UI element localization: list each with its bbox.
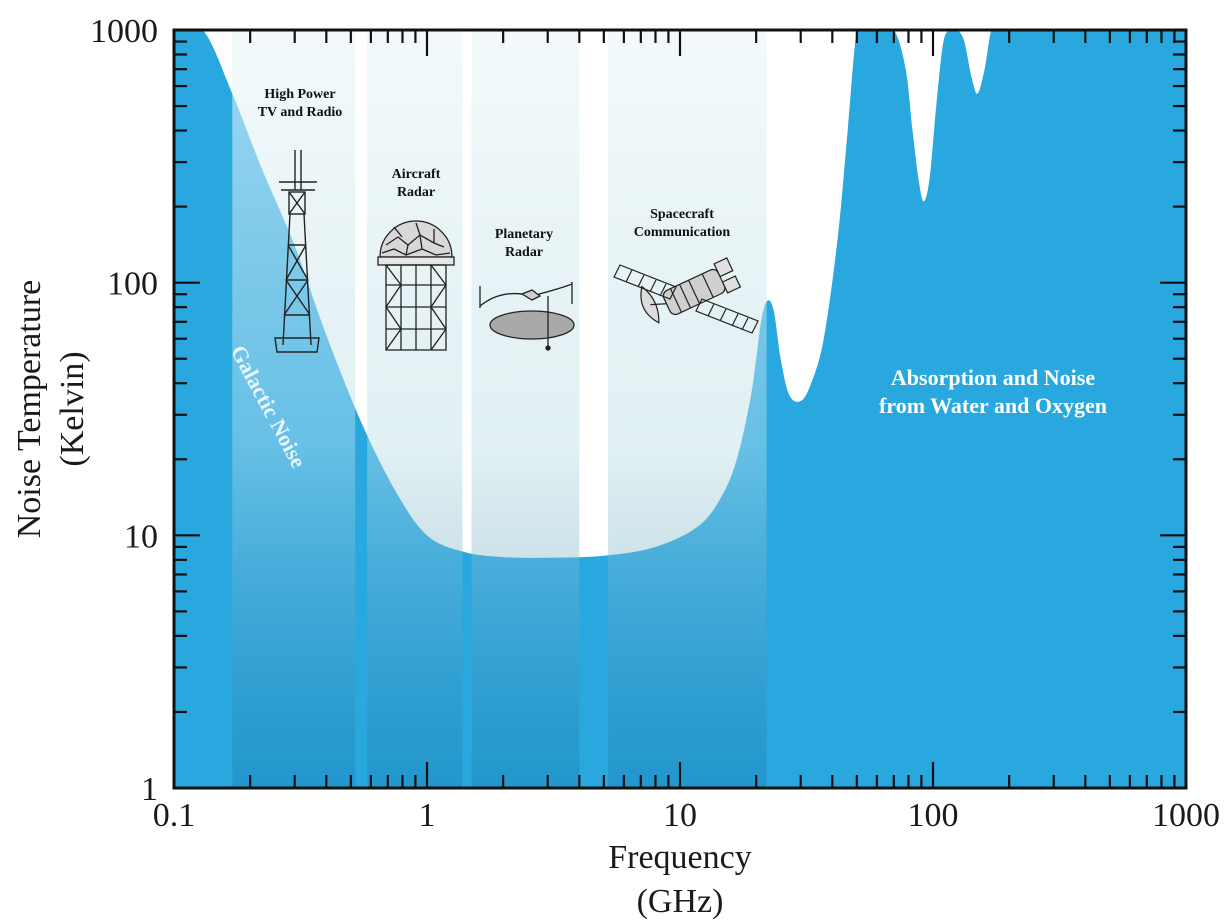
band-labels: High Power TV and Radio Aircraft Radar P… xyxy=(258,87,731,260)
band-label-tv-line2: TV and Radio xyxy=(258,105,343,120)
x-tick-label: 100 xyxy=(908,797,959,834)
radio-tower-icon xyxy=(274,150,320,353)
absorption-label-line1: Absorption and Noise xyxy=(891,365,1095,390)
y-tick-label: 1000 xyxy=(90,13,158,50)
band-0-overlay xyxy=(232,30,356,788)
band-label-spacecraft-line1: Spacecraft xyxy=(650,207,714,222)
band-label-tv-line1: High Power xyxy=(264,87,335,102)
y-axis-title-line2: (Kelvin) xyxy=(54,351,91,466)
axis-ticks xyxy=(174,28,1186,788)
x-tick-label: 1000 xyxy=(1152,797,1220,834)
y-tick-label: 1 xyxy=(141,771,158,808)
band-label-spacecraft-line2: Communication xyxy=(634,225,731,240)
planetary-radar-dish-icon xyxy=(479,282,575,351)
x-tick-label: 1 xyxy=(419,797,436,834)
band-label-planetary-line2: Radar xyxy=(505,245,543,260)
band-label-planetary-line1: Planetary xyxy=(495,227,553,242)
x-tick-label: 0.1 xyxy=(153,797,196,834)
y-tick-label: 10 xyxy=(124,518,158,555)
x-axis-title-line2: (GHz) xyxy=(637,883,724,920)
spacecraft-icon xyxy=(613,257,759,334)
y-tick-label: 100 xyxy=(107,266,158,303)
band-3-overlay xyxy=(608,30,767,788)
radar-dome-icon xyxy=(377,220,455,351)
band-label-aircraft-line1: Aircraft xyxy=(392,167,441,182)
y-axis-title-line1: Noise Temperature xyxy=(11,280,48,539)
x-tick-label: 10 xyxy=(663,797,697,834)
x-axis-title-line1: Frequency xyxy=(608,839,752,876)
band-1-overlay xyxy=(367,30,463,788)
absorption-label-line2: from Water and Oxygen xyxy=(879,393,1107,418)
plot-area xyxy=(174,30,1186,788)
band-2-overlay xyxy=(471,30,580,788)
band-label-aircraft-line2: Radar xyxy=(397,185,435,200)
